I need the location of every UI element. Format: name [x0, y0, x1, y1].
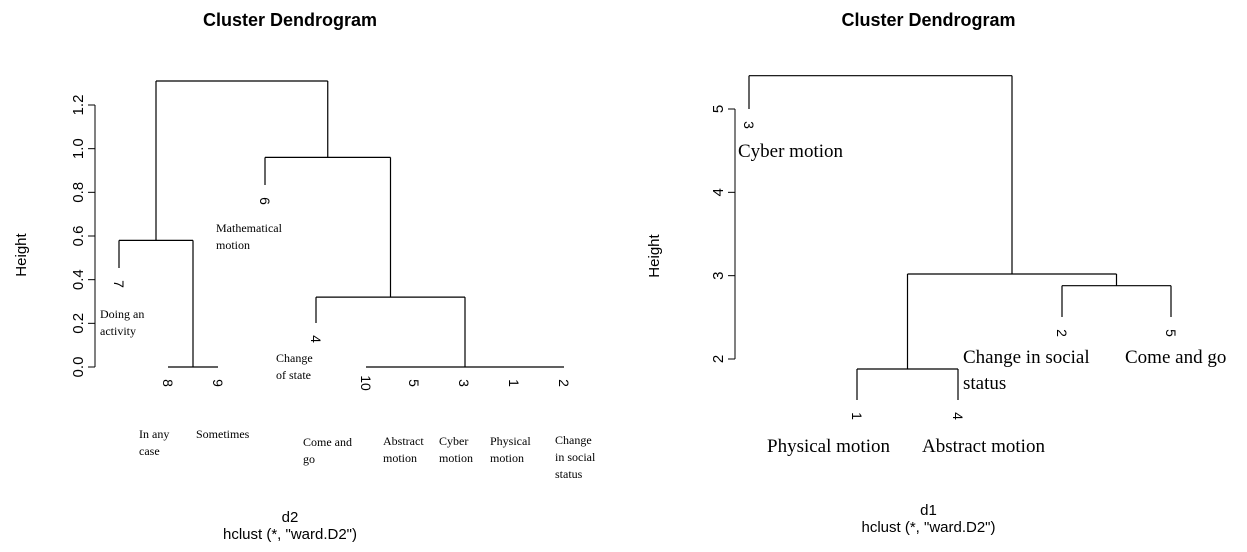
leaf-name-label: Cyber motion	[738, 141, 844, 162]
leaf-name-label: motion	[383, 451, 417, 465]
leaf-id-label: 7	[111, 280, 127, 288]
leaf-name-label: motion	[216, 238, 250, 252]
leaf-name-label: In any	[139, 427, 169, 441]
leaf-name-label: motion	[439, 451, 473, 465]
method-sublabel: hclust (*, "ward.D2")	[861, 519, 996, 536]
leaf-name-label: of state	[276, 368, 311, 382]
leaf-name-label: status	[963, 373, 1006, 394]
y-tick-label: 1.2	[70, 95, 87, 116]
leaf-name-label: activity	[100, 324, 136, 338]
leaf-name-label: Change	[555, 433, 592, 447]
y-tick-label: 0.6	[70, 226, 87, 247]
leaf-id-label: 2	[1054, 329, 1070, 337]
leaf-name-label: Doing an	[100, 307, 144, 321]
leaf-id-label: 4	[950, 412, 966, 420]
y-axis: 0.0 0.2 0.4 0.6 0.8 1.0 1.2	[70, 95, 96, 378]
dendrogram-tree	[748, 75, 1172, 400]
leaf-id-label: 5	[406, 379, 422, 387]
dendrogram-d1-panel: Cluster Dendrogram 2 3 4 5 Height 3 Cyber moti…	[630, 0, 1247, 552]
chart-title: Cluster Dendrogram	[841, 10, 1016, 30]
x-axis-label: d1	[920, 502, 937, 519]
leaf-id-label: 2	[556, 379, 572, 387]
leaf-name-label: Sometimes	[196, 427, 250, 441]
y-tick-label: 3	[710, 271, 727, 279]
leaf-name-label: Physical motion	[767, 436, 890, 457]
leaf-name-label: Change in social	[963, 347, 1090, 368]
leaf-id-label: 8	[160, 379, 176, 387]
x-axis-label: d2	[281, 509, 299, 526]
y-axis-title: Height	[13, 232, 30, 276]
leaf-id-label: 3	[456, 379, 472, 387]
leaf-id-label: 1	[849, 412, 865, 420]
y-tick-label: 1.0	[70, 138, 87, 159]
y-tick-label: 0.0	[70, 357, 87, 378]
dendrogram-d2-panel: Cluster Dendrogram 0.0 0.2 0.4 0.6 0.8 1.0 1.2…	[0, 0, 600, 552]
leaf-id-label: 4	[308, 335, 324, 343]
leaf-name-label: Come and	[303, 435, 352, 449]
y-tick-label: 2	[710, 355, 727, 363]
leaf-name-label: in social	[555, 450, 596, 464]
y-tick-label: 4	[710, 188, 727, 196]
dendrogram-tree	[118, 80, 564, 368]
dendrogram-d1-plot: 2 3 4 5 Height 3 Cyber motion 1 Physical motion 4…	[646, 75, 1226, 457]
leaf-id-label: 3	[741, 121, 757, 129]
leaf-name-label: motion	[490, 451, 524, 465]
method-sublabel: hclust (*, "ward.D2")	[222, 526, 358, 543]
leaf-id-label: 9	[210, 379, 226, 387]
y-tick-label: 0.2	[70, 313, 87, 334]
leaf-id-label: 6	[257, 197, 273, 205]
leaf-id-label: 5	[1163, 329, 1179, 337]
y-axis-title: Height	[646, 233, 663, 277]
leaf-name-label: Physical	[490, 434, 531, 448]
y-tick-label: 0.8	[70, 182, 87, 203]
y-tick-label: 5	[710, 105, 727, 113]
leaf-name-label: Come and go	[1125, 347, 1226, 368]
y-axis: 2 3 4 5	[710, 105, 736, 363]
dendrogram-d2-plot: 0.0 0.2 0.4 0.6 0.8 1.0 1.2 Height 7 Doing an acti…	[13, 80, 596, 481]
leaf-name-label: Abstract	[383, 434, 424, 448]
leaf-name-label: Mathematical	[216, 221, 283, 235]
leaf-name-label: Change	[276, 351, 313, 365]
leaf-id-label: 1	[506, 379, 522, 387]
leaf-name-label: go	[303, 452, 315, 466]
leaf-name-label: status	[555, 467, 583, 481]
y-tick-label: 0.4	[70, 269, 87, 290]
chart-title: Cluster Dendrogram	[202, 10, 378, 30]
leaf-name-label: Cyber	[439, 434, 468, 448]
leaf-name-label: case	[139, 444, 160, 458]
leaf-name-label: Abstract motion	[922, 436, 1045, 457]
leaf-id-label: 10	[358, 375, 374, 391]
